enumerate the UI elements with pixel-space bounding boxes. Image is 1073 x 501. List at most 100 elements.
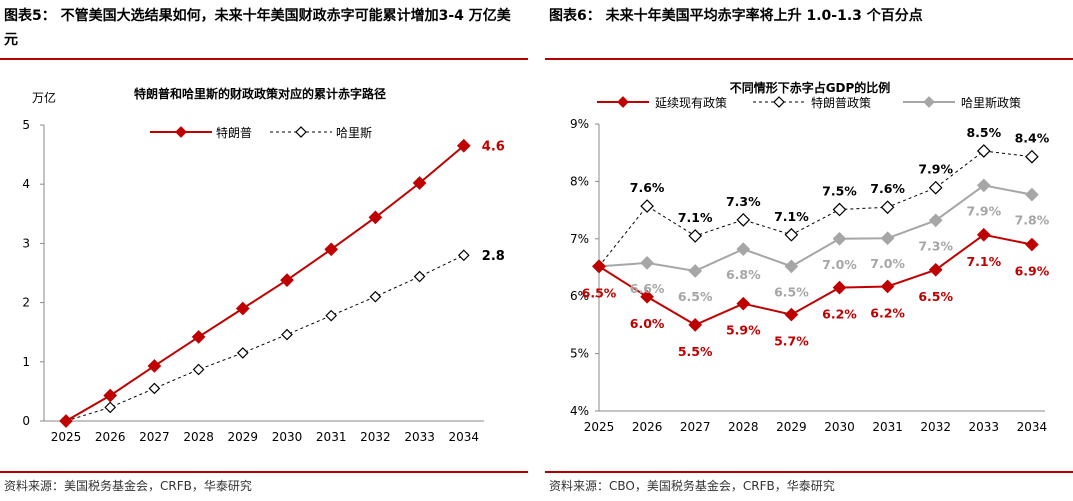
trump-policy-data-label: 7.9% [918,162,953,177]
right-x-tick-label: 2025 [584,420,615,434]
current-policy-data-label: 6.2% [870,305,905,320]
harris-policy-point [784,259,799,274]
left-y-tick-label: 4 [22,177,30,191]
harris-policy-data-label: 7.8% [1015,213,1050,228]
harris-policy-point [880,231,895,246]
trump-policy-point [832,202,847,217]
harris-end-label: 2.8 [482,249,505,264]
right-x-tick-label: 2028 [728,420,759,434]
trump-point [103,388,118,403]
current-policy-point [784,307,799,322]
left-y-tick-label: 2 [22,296,30,310]
right-deficit-ratio-chart: 不同情形下赤字占GDP的比例 4% 5% 6% 7% 8% 9% 2025 2026 2027 20… [570,80,1050,434]
legend-harris-policy-label: 哈里斯政策 [961,96,1021,110]
current-policy-point [880,279,895,294]
right-x-tick-label: 2034 [1017,420,1048,434]
legend-trump-policy-label: 特朗普政策 [811,95,871,110]
current-policy-data-label: 7.1% [966,254,1001,269]
trump-point [412,176,427,190]
trump-policy-point [1025,149,1039,164]
harris-policy-point [832,231,847,246]
left-x-tick-label: 2033 [404,430,435,444]
right-y-tick-label: 5% [570,347,589,361]
harris-policy-data-label: 6.5% [678,289,713,304]
trump-point [147,359,162,373]
trump-policy-point [688,229,703,243]
right-x-tick-label: 2033 [969,420,1000,434]
trump-line [65,144,465,422]
left-x-tick-label: 2034 [449,430,480,444]
right-x-tick-label: 2030 [824,420,855,434]
right-y-tick-label: 6% [570,289,589,303]
trump-policy-data-label: 7.1% [678,210,713,225]
left-y-tick-label: 5 [22,118,30,132]
right-chart-title: 不同情形下赤字占GDP的比例 [730,80,891,95]
harris-point [192,363,205,376]
left-cumulative-deficit-chart: 特朗普和哈里斯的财政政策对应的累计赤字路径 万亿 0 1 2 3 4 5 2025 2026 202… [22,86,505,444]
right-x-tick-label: 2027 [680,420,711,434]
harris-point [457,249,470,262]
right-y-tick-label: 8% [570,174,589,188]
harris-point [104,401,117,414]
left-source-note: 资料来源：美国税务基金会，CRFB，华泰研究 [4,479,252,493]
trump-point [324,242,339,257]
trump-point [191,330,206,344]
trump-policy-data-label: 7.3% [726,194,761,209]
harris-policy-data-label: 7.3% [918,238,953,253]
harris-policy-data-label: 6.5% [774,284,809,299]
left-x-tick-label: 2027 [139,430,170,444]
current-policy-line [598,233,1033,327]
harris-point [148,382,161,395]
current-policy-data-label: 5.9% [726,323,761,338]
harris-point [236,347,249,359]
left-y-tick-label: 0 [22,414,30,428]
trump-policy-point [640,199,654,213]
current-policy-point [640,289,654,304]
left-bottom-rule [0,471,528,473]
harris-policy-data-label: 7.0% [870,256,905,271]
trump-policy-data-label: 7.6% [630,180,665,195]
harris-policy-data-label: 6.8% [726,267,761,282]
current-policy-point [736,296,751,311]
current-policy-data-label: 6.5% [582,285,617,300]
left-x-tick-label: 2026 [95,430,126,444]
legend-current-policy-label: 延续现有政策 [655,96,727,110]
current-policy-data-label: 6.9% [1015,264,1050,279]
trump-policy-point [880,200,895,215]
right-x-tick-label: 2031 [872,420,903,434]
harris-policy-point [928,213,943,228]
right-source-note: 资料来源：CBO，美国税务基金会，CRFB，华泰研究 [549,479,835,493]
harris-policy-data-label: 7.9% [966,203,1001,218]
harris-policy-data-label: 6.6% [630,281,665,296]
harris-policy-point [976,178,991,193]
current-policy-point [592,259,606,274]
trump-policy-data-label: 7.6% [870,181,905,196]
legend-harris-policy-marker [923,96,935,108]
left-x-tick-label: 2032 [360,430,391,444]
current-policy-point [1025,237,1039,252]
legend-trump-policy-marker [773,96,785,108]
trump-policy-data-label: 8.4% [1015,131,1050,146]
harris-point [369,290,382,303]
left-x-tick-label: 2029 [228,430,259,444]
current-policy-point [928,262,943,277]
left-chart-title: 特朗普和哈里斯的财政政策对应的累计赤字路径 [134,86,386,101]
right-y-tick-label: 7% [570,232,589,246]
right-figure-title: 图表6： 未来十年美国平均赤字率将上升 1.0-1.3 个百分点 [549,8,923,24]
left-y-tick-label: 3 [22,236,30,250]
current-policy-data-label: 5.5% [678,344,713,359]
harris-policy-point [1025,187,1039,202]
trump-policy-point [736,213,751,227]
trump-policy-data-label: 8.5% [966,125,1001,140]
harris-policy-line [598,184,1033,272]
left-y-tick-label: 1 [22,355,30,369]
harris-line [65,254,465,422]
current-policy-point [832,280,847,295]
harris-policy-data-label: 7.0% [822,257,857,272]
current-policy-point [688,318,703,332]
current-policy-data-label: 6.5% [918,289,953,304]
right-y-tick-label: 4% [570,404,589,418]
left-figure-panel: 图表5： 不管美国大选结果如何，未来十年美国财政赤字可能累计增加3-4 万亿美元… [0,0,528,501]
trump-policy-point [784,227,799,242]
trump-point [280,273,294,287]
